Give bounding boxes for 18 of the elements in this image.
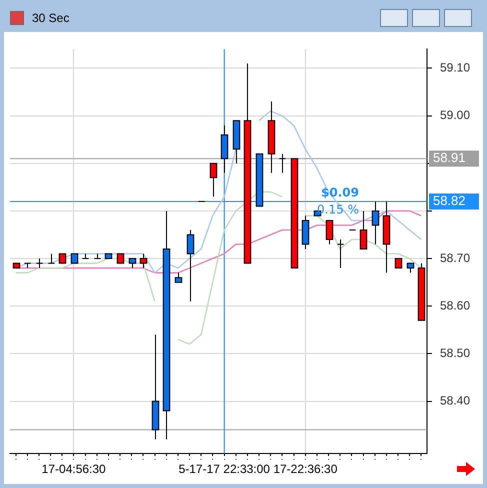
chart-title: 30 Sec bbox=[32, 11, 70, 25]
x-tick-label: 5-17-17 22:33:00 bbox=[178, 462, 270, 476]
ref-line-label: 58.91 bbox=[432, 150, 466, 166]
ref-line-label: 58.82 bbox=[432, 193, 466, 208]
x-tick-label: 17-04:56:30 bbox=[42, 462, 106, 476]
y-tick-label: 59.10 bbox=[440, 60, 470, 75]
annotation: $0.09 bbox=[321, 186, 359, 200]
candlestick bbox=[36, 258, 44, 269]
candlestick bbox=[278, 153, 286, 174]
y-tick-label: 58.40 bbox=[440, 394, 470, 408]
annotation: 0.15 % bbox=[317, 202, 359, 217]
candlestick bbox=[48, 253, 56, 264]
candlestick bbox=[336, 239, 344, 269]
x-tick-label: 17-22:36:30 bbox=[273, 462, 338, 476]
y-tick-label: 58.70 bbox=[440, 250, 470, 265]
y-tick-label: 58.50 bbox=[440, 346, 470, 360]
y-tick-label: 59.00 bbox=[440, 108, 470, 122]
y-tick-label: 58.60 bbox=[440, 298, 470, 312]
